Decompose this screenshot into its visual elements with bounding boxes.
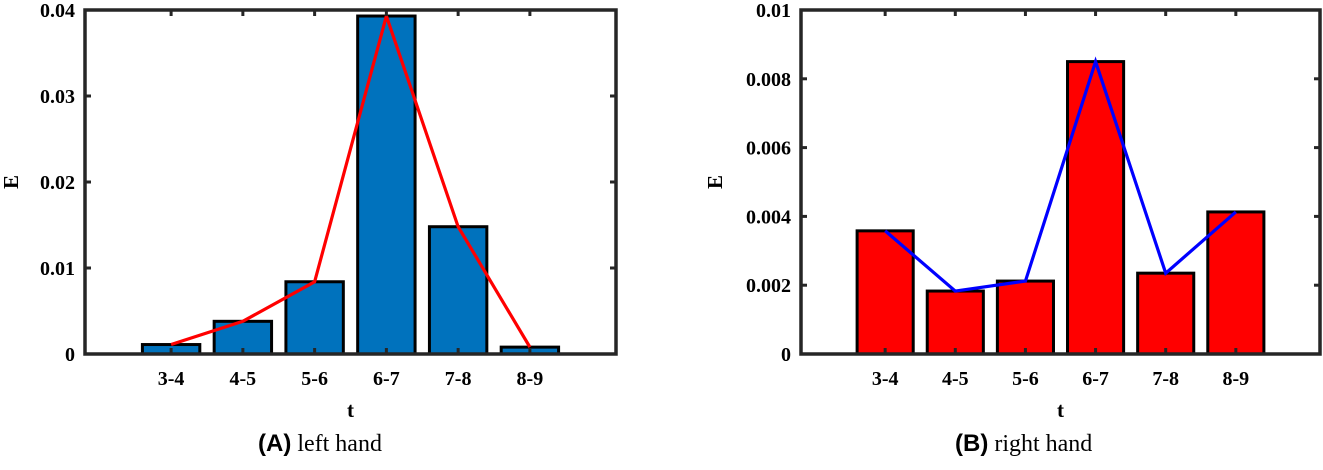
x-tick-label: 5-6 (1012, 368, 1039, 390)
bar-3-4 (855, 229, 915, 356)
x-axis-label: t (1057, 398, 1064, 422)
x-tick-label: 8-9 (1223, 368, 1250, 390)
panel-left-hand: 0 0.01 0.02 0.03 0.04 3-4 4-5 5-6 6-7 7-8 8-9 t E (A… (0, 0, 660, 470)
trend-line (170, 10, 532, 348)
x-tick-label: 5-6 (301, 368, 328, 390)
x-tick-label: 7-8 (445, 368, 472, 390)
bar-6-7 (1066, 60, 1126, 356)
bar-5-6 (995, 279, 1055, 356)
y-tick-label: 0.006 (746, 138, 791, 160)
bar-8-9 (1206, 210, 1266, 356)
y-tick-label: 0 (781, 344, 791, 366)
x-tick-label: 4-5 (230, 368, 257, 390)
caption-tag: (A) (258, 430, 292, 457)
y-tick-label: 0.03 (40, 86, 75, 108)
bar-7-8 (427, 225, 489, 356)
y-tick-label: 0.002 (746, 275, 791, 297)
axes-box (799, 8, 1322, 356)
x-tick-label: 6-7 (373, 368, 400, 390)
caption-text: left hand (297, 431, 382, 457)
caption-tag: (B) (955, 430, 989, 457)
x-tick-label: 7-8 (1152, 368, 1179, 390)
y-axis-label: E (0, 175, 23, 189)
y-tick-label: 0.008 (746, 69, 791, 91)
bar-7-8 (1136, 271, 1196, 356)
y-tick-label: 0.02 (40, 172, 75, 194)
caption-left-hand: (A) left hand (258, 430, 382, 458)
y-tick-label: 0.01 (40, 258, 75, 280)
chart-left-hand: 0 0.01 0.02 0.03 0.04 3-4 4-5 5-6 6-7 7-8 8-9 t E (0, 0, 618, 422)
bar-4-5 (925, 289, 985, 356)
trend-line (884, 56, 1237, 293)
x-tick-label: 6-7 (1082, 368, 1109, 390)
y-tick-label: 0.004 (746, 206, 791, 228)
x-tick-label: 3-4 (872, 368, 899, 390)
y-tick-label: 0 (65, 344, 75, 366)
y-tick-label: 0.04 (40, 0, 75, 22)
y-tick-label: 0.01 (756, 0, 791, 22)
x-tick-label: 4-5 (942, 368, 969, 390)
x-tick-label: 8-9 (517, 368, 544, 390)
x-axis-label: t (347, 398, 354, 422)
caption-text: right hand (994, 431, 1093, 457)
x-tick-label: 3-4 (158, 368, 185, 390)
caption-right-hand: (B) right hand (955, 430, 1092, 458)
y-axis-label: E (703, 175, 727, 189)
